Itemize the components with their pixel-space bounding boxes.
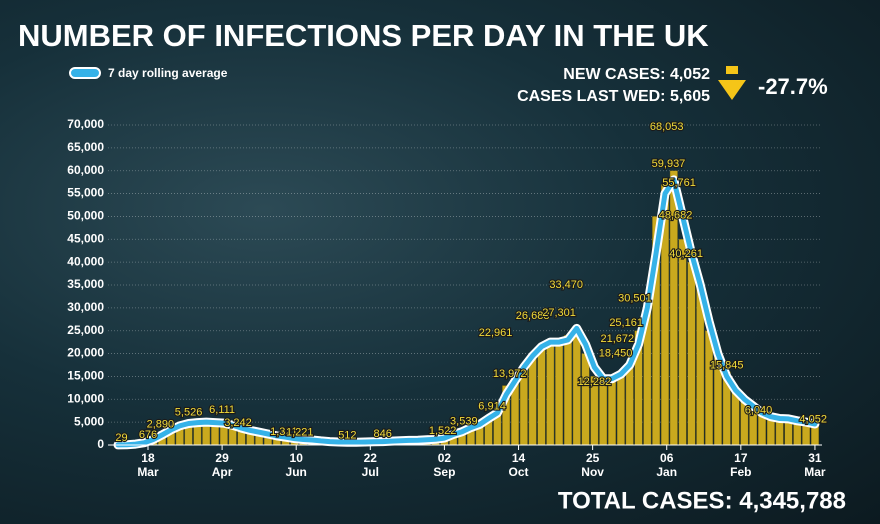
y-tick-label: 40,000 <box>67 254 104 268</box>
data-label: 48,682 <box>659 209 693 221</box>
y-tick-label: 10,000 <box>67 391 104 405</box>
data-label: 25,161 <box>609 317 643 329</box>
bar <box>572 330 581 446</box>
plot: 0 5,000 10,000 15,000 20,000 25,000 30,000 35,0… <box>67 117 828 451</box>
y-tick-label: 65,000 <box>67 140 104 154</box>
data-label: 846 <box>373 428 391 440</box>
y-tick-label: 35,000 <box>67 277 104 291</box>
legend-swatch <box>69 67 101 79</box>
data-label: 5,526 <box>175 407 203 419</box>
bar <box>616 376 625 446</box>
data-label: 30,501 <box>618 292 652 304</box>
data-label: 26,688 <box>516 310 550 322</box>
total-cases: TOTAL CASES: 4,345,788 <box>558 487 846 514</box>
data-label: 676 <box>139 429 157 441</box>
y-tick-label: 5,000 <box>74 414 104 428</box>
data-label: 68,053 <box>650 121 684 133</box>
data-label: 12,282 <box>578 376 612 388</box>
bar <box>528 357 537 446</box>
bar <box>546 339 555 446</box>
new-cases: NEW CASES: 4,052 <box>563 66 710 83</box>
data-label: 33,470 <box>549 279 583 291</box>
bar <box>775 419 784 446</box>
data-label: 512 <box>338 430 356 442</box>
bar <box>537 344 546 446</box>
x-tick-label: 25 Nov <box>581 451 604 479</box>
data-label: 27,301 <box>542 307 576 319</box>
y-tick-label: 25,000 <box>67 323 104 337</box>
y-tick-label: 15,000 <box>67 369 104 383</box>
y-tick-label: 50,000 <box>67 209 104 223</box>
data-label: 6,914 <box>478 400 506 412</box>
down-arrow <box>718 66 746 100</box>
data-label: 1,321 <box>270 426 298 438</box>
y-tick-label: 70,000 <box>67 117 104 131</box>
x-tick-label: 17 Feb <box>730 451 752 479</box>
legend-label: 7 day rolling average <box>108 66 228 80</box>
data-label: 22,961 <box>479 327 513 339</box>
bar <box>802 424 811 446</box>
y-tick-label: 55,000 <box>67 186 104 200</box>
bar <box>678 239 687 446</box>
data-label: 3,242 <box>224 417 252 429</box>
x-tick-label: 18 Mar <box>137 451 159 479</box>
bar <box>625 362 634 446</box>
data-label: 15,845 <box>710 359 744 371</box>
data-label: 2,890 <box>147 419 175 431</box>
bar <box>608 380 616 446</box>
data-label: 6,040 <box>745 404 773 416</box>
y-tick-label: 30,000 <box>67 300 104 314</box>
x-tick-label: 06 Jan <box>656 451 678 479</box>
bar <box>687 261 696 446</box>
data-label: 59,937 <box>652 158 686 170</box>
data-label: 40,261 <box>669 248 703 260</box>
data-label: 13,972 <box>493 368 527 380</box>
y-tick-label: 20,000 <box>67 346 104 360</box>
y-tick-label: 45,000 <box>67 231 104 245</box>
x-tick-label: 14 Oct <box>508 451 529 479</box>
data-label: 6,111 <box>209 404 235 416</box>
data-label: 3,539 <box>450 416 478 428</box>
data-label: 29 <box>115 432 127 444</box>
y-tick-label: 60,000 <box>67 163 104 177</box>
x-tick-label: 22 Jul <box>361 451 379 479</box>
data-label: 1,522 <box>429 425 457 437</box>
change-percent: -27.7% <box>758 74 828 99</box>
bar <box>810 426 819 446</box>
x-tick-label: 10 Jun <box>285 451 307 479</box>
cases-last-wed: CASES LAST WED: 5,605 <box>517 88 710 105</box>
x-tick-label: 02 Sep <box>433 451 456 479</box>
bar <box>581 353 590 446</box>
data-label: 55,761 <box>662 177 696 189</box>
bar <box>599 385 608 446</box>
data-label: 18,450 <box>599 348 633 360</box>
chart-title: NUMBER OF INFECTIONS PER DAY IN THE UK <box>18 18 709 53</box>
data-label: 4,052 <box>799 413 827 425</box>
bar <box>555 344 564 446</box>
bar <box>563 335 572 446</box>
x-tick-label: 31 Mar <box>804 451 826 479</box>
line <box>115 177 818 448</box>
y-tick-label: 0 <box>97 437 104 451</box>
data-label: 21,672 <box>601 333 635 345</box>
data-label: 1,221 <box>286 426 314 438</box>
x-tick-label: 29 Apr <box>211 451 233 479</box>
